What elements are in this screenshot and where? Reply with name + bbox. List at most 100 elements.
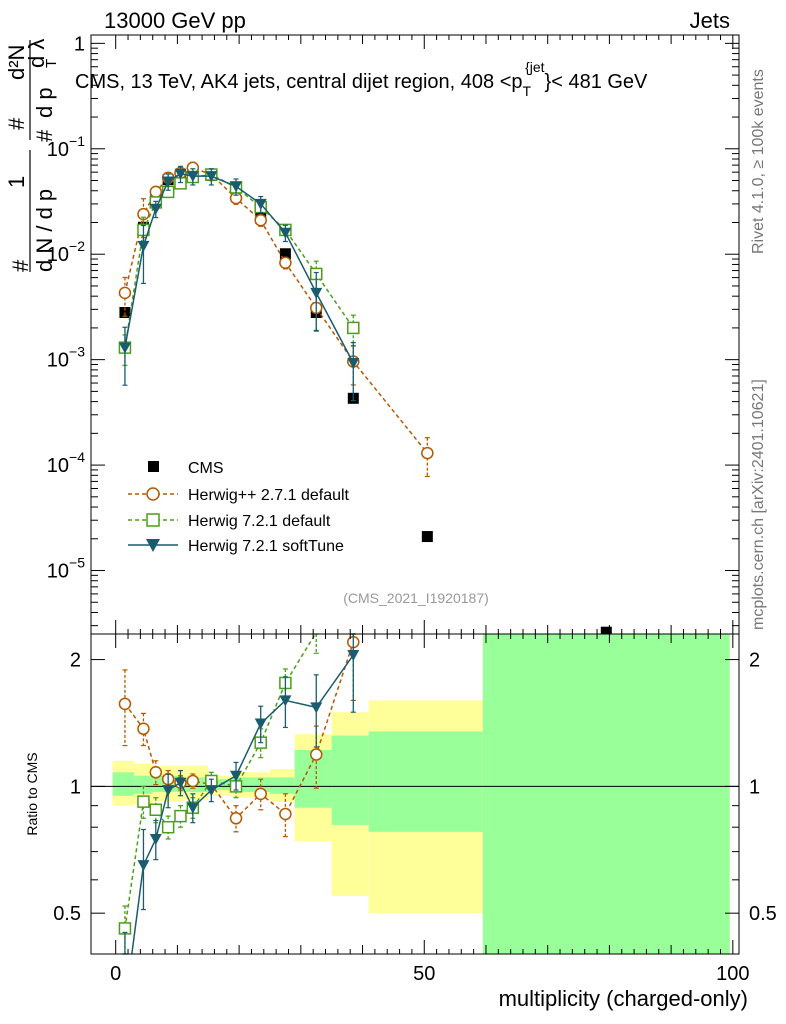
ylabel-num-1: 1 [4,176,29,188]
main-ytick-label-4: 10−1 [47,133,85,161]
ylabel-hash-1: # [8,259,33,272]
ratio-point-2-6 [205,785,218,797]
ratio-band-green-0 [112,772,135,796]
main-panel [118,161,612,638]
ratio-point-0-0 [118,697,132,711]
ratio-ytick-label-right-0: 0.5 [749,903,777,925]
main-point-3-0 [118,342,131,354]
main-ytick-mantissa-4: 10 [47,139,69,161]
ratio-point-2-11 [347,650,360,662]
main-ytick-label-2: 10−3 [47,344,85,372]
ratio-point-0-1 [137,722,150,736]
ratio-point-0-8 [254,787,267,801]
plot-title-sup: {jet [525,59,545,75]
main-point-3-4 [174,168,187,180]
ratio-plot-frame [90,633,740,955]
ratio-point-0-9 [279,807,292,821]
mcplots-label: mcplots.cern.ch [arXiv:2401.10621] [750,379,767,630]
ratio-band-green-10 [482,634,730,954]
legend-marker-cms [148,461,159,472]
main-point-1-9 [279,256,292,269]
plot-title-main: CMS, 13 TeV, AK4 jets, central dijet reg… [75,71,523,93]
ratio-y-axis-label: Ratio to CMS [24,752,40,835]
main-ytick-exponent-0: −5 [69,555,85,571]
ratio-ytick-label-left-1: 1 [70,776,81,798]
analysis-watermark: (CMS_2021_I1920187) [343,590,489,606]
main-point-3-10 [310,287,323,299]
ratio-point-1-1 [137,795,150,808]
main-point-0-12 [421,531,433,543]
ratio-point-1-2 [149,803,163,817]
main-ytick-exponent-4: −1 [69,133,85,149]
ylabel-den-3: d λ [24,39,49,68]
legend-label-herwig721: Herwig 7.2.1 default [188,513,331,530]
ratio-xtick-label-2: 100 [716,963,749,985]
main-point-3-2 [149,203,162,215]
ratio-point-0-10 [310,748,323,761]
main-point-1-0 [118,286,132,300]
main-point-3-5 [186,171,199,183]
ratio-ytick-label-right-1: 1 [749,776,760,798]
main-y-axis-label: # 1 d N / d p # d²N # d p T d λ [4,39,60,272]
ratio-xtick-label-1: 50 [413,963,435,985]
main-point-3-3 [162,176,175,188]
ylabel-den-2: d p [32,87,57,118]
main-point-1-8 [254,213,267,227]
ratio-band-green-9 [368,731,483,832]
main-ytick-label-1: 10−4 [47,449,85,477]
legend-label-cms: CMS [188,460,224,477]
main-point-3-1 [137,240,150,252]
ratio-point-0-7 [229,812,243,825]
main-point-3-9 [279,227,292,239]
main-series-line-1 [124,167,428,454]
ratio-band-green-1 [134,775,153,794]
main-ytick-exponent-2: −3 [69,344,85,360]
ratio-band-green-8 [331,735,369,825]
ratio-point-0-2 [149,766,163,779]
main-series-line-3 [124,172,354,364]
rivet-label: Rivet 4.1.0, ≥ 100k events [750,69,767,254]
main-point-3-11 [347,357,360,369]
main-point-0-9 [279,248,291,260]
main-ytick-exponent-1: −4 [69,449,85,465]
legend-marker-herwig721 [146,513,160,527]
legend-marker-herwigpp [146,487,160,501]
main-ytick-label-0: 10−5 [47,555,85,583]
ratio-point-2-10 [310,702,323,714]
plot-title: CMS, 13 TeV, AK4 jets, central dijet reg… [75,59,648,99]
ratio-series-line-2 [131,654,354,954]
main-point-3-7 [230,181,243,193]
ratio-point-2-3 [162,785,175,797]
ylabel-den-1: d N / d p [32,189,57,272]
ratio-panel [91,633,739,955]
main-point-3-6 [205,171,218,183]
ratio-series-line-0 [124,641,354,820]
ratio-point-1-3 [161,820,175,834]
ratio-point-2-7 [230,770,243,782]
ratio-point-2-2 [149,834,162,846]
ratio-ytick-label-left-0: 0.5 [53,903,81,925]
legend-marker-softtune [146,539,160,552]
main-ytick-mantissa-0: 10 [47,561,69,583]
main-point-1-12 [421,446,434,460]
ratio-band-green-6 [269,777,295,794]
ylabel-num-2: d²N [4,45,29,80]
main-ytick-label-3: 10−2 [47,238,85,266]
ratio-point-0-5 [186,774,200,788]
main-ytick-mantissa-3: 10 [47,244,69,266]
ratio-point-2-4 [174,777,187,789]
ratio-point-2-9 [279,695,292,707]
main-point-0-13 [600,626,612,638]
x-axis-label: multiplicity (charged-only) [499,986,748,1011]
ratio-point-2-1 [137,860,150,872]
ratio-xtick-label-0: 0 [110,963,121,985]
main-ytick-mantissa-1: 10 [47,455,69,477]
main-point-2-11 [347,321,360,335]
ylabel-hash-3: # [32,129,57,142]
main-ytick-exponent-3: −2 [69,238,85,254]
header-left: 13000 GeV pp [104,8,246,33]
ratio-ytick-label-left-2: 2 [70,650,81,672]
ylabel-hash-2: # [4,117,29,130]
